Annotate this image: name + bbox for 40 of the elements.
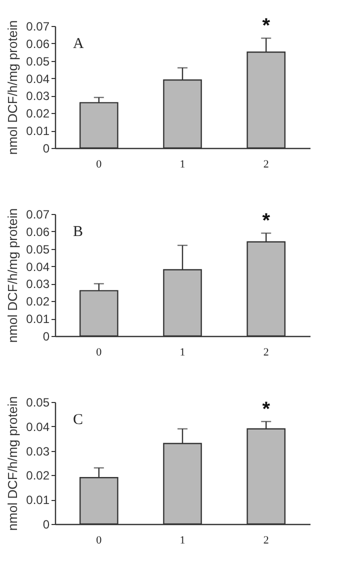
y-tick-label: 0.03 [26, 89, 50, 104]
x-tick-label: 1 [180, 534, 186, 546]
x-tick-label: 2 [263, 346, 269, 358]
x-tick-label: 0 [96, 534, 102, 546]
y-tick-label: 0.05 [26, 242, 50, 256]
y-tick-label: 0.03 [26, 444, 50, 458]
y-tick-label: 0.04 [26, 420, 50, 434]
y-tick-label: 0.07 [26, 208, 50, 222]
y-tick-label: 0 [42, 330, 50, 344]
y-tick-label: 0.06 [26, 224, 50, 239]
y-tick-label: 0.05 [26, 396, 50, 410]
y-tick-label: 0.02 [26, 294, 50, 309]
y-tick-label: 0.04 [26, 260, 50, 274]
y-tick-label: 0.06 [26, 36, 50, 51]
y-tick-label: 0.05 [26, 54, 50, 68]
y-tick-label: 0.04 [26, 72, 50, 86]
annotation: * [262, 210, 270, 232]
y-axis-title: nmol DCF/h/mg protein [5, 20, 20, 155]
y-tick-label: 0 [42, 142, 50, 156]
x-tick-label: 2 [263, 158, 269, 170]
x-tick-label: 2 [263, 534, 269, 546]
x-tick-label: 0 [96, 346, 102, 358]
annotation: * [262, 398, 270, 421]
y-tick-label: 0.02 [26, 106, 50, 121]
annotation: * [262, 15, 270, 38]
y-tick-label: 0.03 [26, 277, 50, 292]
y-tick-label: 0.01 [26, 493, 50, 508]
x-tick-label: 0 [96, 158, 102, 170]
annotation: B [73, 224, 84, 240]
annotation: A [73, 36, 84, 52]
y-tick-label: 0.02 [26, 468, 50, 483]
x-tick-label: 1 [180, 158, 186, 170]
y-tick-label: 0 [42, 518, 50, 532]
y-tick-label: 0.07 [26, 20, 50, 34]
y-tick-label: 0.01 [26, 124, 50, 138]
annotation: C [73, 412, 84, 428]
y-axis-title: nmol DCF/h/mg protein [5, 396, 20, 531]
x-tick-label: 1 [180, 346, 186, 358]
y-axis-title: nmol DCF/h/mg protein [5, 208, 20, 343]
y-tick-label: 0.01 [26, 312, 50, 326]
